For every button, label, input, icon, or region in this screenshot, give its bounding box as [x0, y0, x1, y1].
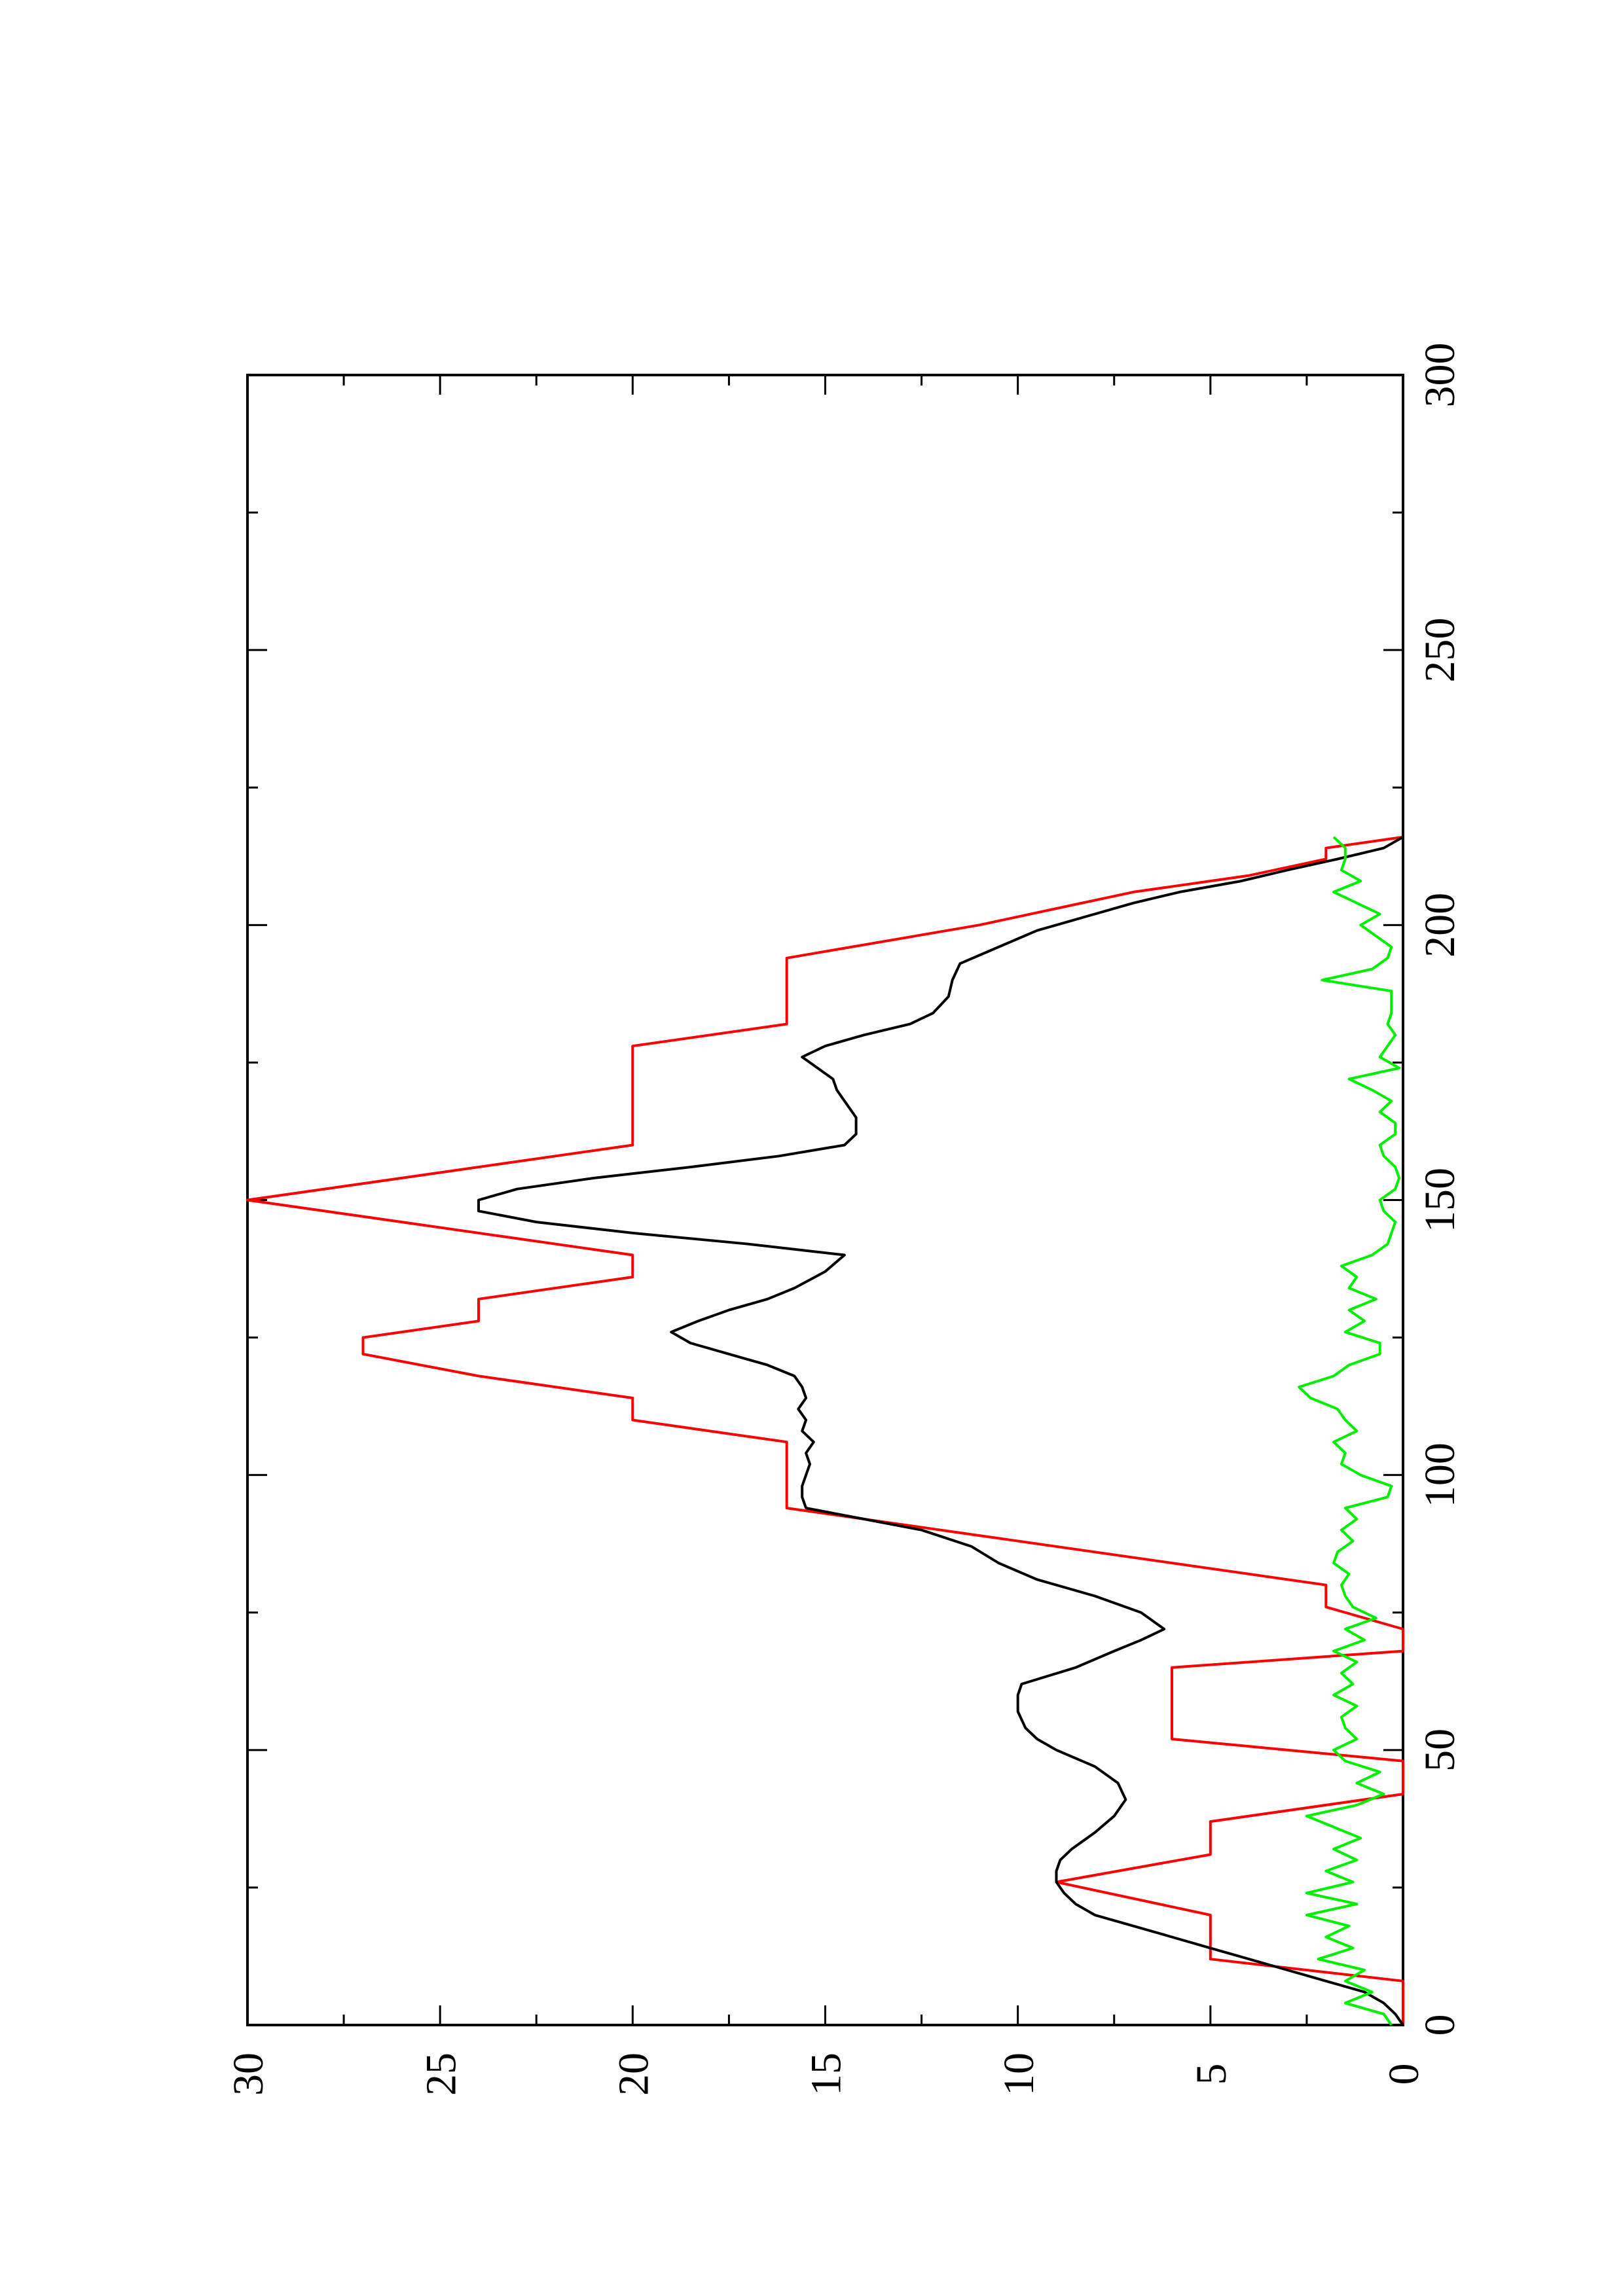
x-tick-label: 100	[1416, 1443, 1464, 1507]
x-tick-label: 200	[1416, 893, 1464, 958]
y-tick-label: 10	[995, 2053, 1043, 2096]
series-line-1	[246, 835, 1404, 2025]
x-tick-label: 50	[1416, 1729, 1464, 1772]
x-tick-label: 250	[1416, 618, 1464, 683]
x-tick-label: 150	[1416, 1168, 1464, 1232]
y-tick-label: 15	[803, 2053, 850, 2096]
y-tick-label: 20	[610, 2053, 657, 2096]
y-tick-label: 25	[417, 2053, 465, 2096]
x-tick-label: 300	[1416, 343, 1464, 408]
plot-frame	[246, 374, 1404, 2026]
y-tick-label: 5	[1188, 2064, 1235, 2085]
axis-ticks	[246, 374, 1404, 2026]
series-layer	[246, 835, 1404, 2026]
axis-tick-labels: 0 50 100 150 200 250 300 0 5 10 15 20 25 30	[225, 343, 1464, 2096]
y-tick-label: 0	[1380, 2064, 1428, 2085]
series-line-2	[477, 836, 1404, 2026]
series-line-3	[1298, 836, 1401, 2026]
y-tick-label: 30	[225, 2053, 272, 2096]
x-tick-label: 0	[1416, 2015, 1464, 2036]
